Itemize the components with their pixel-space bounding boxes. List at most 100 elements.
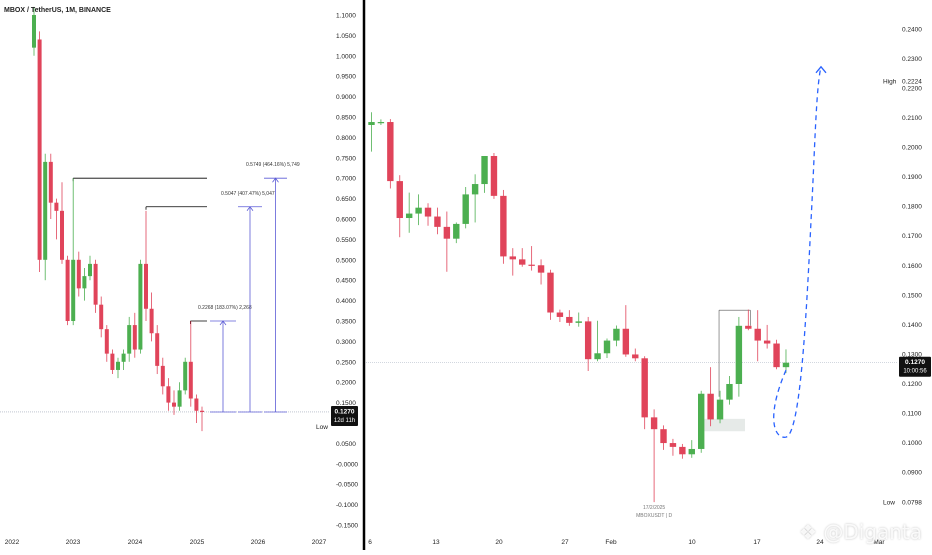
left-candle-body [166,386,171,403]
right-y-tick-label: 0.1800 [902,204,922,211]
left-y-tick-label: 1.0500 [336,33,356,40]
left-candle-body [183,361,188,391]
right-candle-body [528,264,535,266]
left-candle-body [32,15,36,48]
right-candle-body [471,184,479,195]
left-candle-body [177,390,182,407]
right-candle-body [368,122,375,125]
measure-arrow-head [219,320,227,326]
measure-arrow-head [246,206,254,211]
right-y-tick-label: 0.0900 [902,470,922,477]
right-high-label: High [883,78,897,85]
right-y-tick-label: 0.2400 [902,27,922,34]
left-y-tick-label: 0.8000 [336,135,356,142]
left-y-tick-label: 0.0500 [336,441,356,448]
right-candle-body [735,325,743,384]
right-candle-body [396,181,403,219]
left-candle-body [76,259,81,289]
left-y-tick-label: 0.1500 [336,400,356,407]
left-candle-body [54,202,59,211]
left-y-tick-label: 1.1000 [336,13,356,20]
right-candle-body [726,383,733,400]
measure-arrow-head [272,177,279,183]
right-candle-body [632,354,639,359]
right-x-tick-label: 27 [561,539,569,546]
left-candle-body [82,276,87,289]
right-candle-body [556,312,564,317]
right-y-tick-label: 0.1700 [902,233,922,240]
right-low-value: 0.0798 [902,500,922,507]
right-symbol-label: MBOXUSDT | D [636,513,672,519]
right-candle-body [688,448,695,455]
right-candle-body [405,213,413,219]
left-y-tick-label: 0.6000 [336,217,356,224]
left-y-tick-label: 0.3000 [336,339,356,346]
left-price-tag-countdown: 12d 11h [334,418,355,424]
right-candle-body [547,272,554,313]
left-candle-body [43,161,48,260]
right-y-tick-label: 0.1600 [902,263,922,270]
right-high-value: 0.2224 [902,78,922,85]
left-price-tag-value: 0.1270 [335,408,355,415]
left-candle-body [149,308,154,334]
right-candle-body [782,362,790,368]
right-candle-body [641,358,648,418]
right-y-tick-label: 0.1300 [902,351,922,358]
right-candle-body [650,417,658,430]
left-low-label: Low [316,424,328,431]
left-y-tick-label: 0.8500 [336,115,356,122]
right-x-tick-label: Mar [873,539,885,546]
left-candle-body [127,325,132,354]
left-candle-body [48,161,53,203]
right-y-tick-label: 0.1900 [902,174,922,181]
left-candle-body [188,361,193,399]
right-daily-chart[interactable]: 0.2400 0.2300 0.2200 0.2100 0.2000 0.1900 0.18… [366,27,931,547]
right-candle-body [660,429,667,444]
left-y-tick-label: -0.1500 [336,523,358,530]
right-candle-body [387,122,394,182]
right-candle-body [763,340,771,344]
left-candle-body [155,333,160,366]
left-candle-body [172,402,176,407]
right-candle-body [603,340,611,354]
left-candle-body [132,325,137,350]
left-candle-body [144,263,148,309]
left-candle-body [60,210,64,260]
right-candle-body [669,443,677,447]
left-candle-body [116,361,120,370]
left-y-tick-label: 0.5000 [336,257,356,264]
left-candle-body [138,263,143,350]
right-candle-body [698,393,705,449]
left-y-tick-label: 0.3500 [336,319,356,326]
watermark-text: @Diganta [823,520,922,544]
right-y-tick-label: 0.1400 [902,322,922,329]
left-x-tick-label: 2027 [312,539,327,546]
demand-zone-box [704,418,745,432]
left-y-tick-label: -0.0500 [336,482,358,489]
measure-label: 0.5047 (407.47%) 5,047 [221,191,275,197]
projection-arrow-head [815,65,827,74]
right-x-tick-label: 20 [495,539,503,546]
left-monthly-chart[interactable]: 1.1000 1.0500 1.0000 0.9500 0.9000 0.8500 0.80… [0,6,358,546]
right-x-tick-label: 13 [432,539,440,546]
left-y-tick-label: 0.6500 [336,196,356,203]
left-y-tick-label: 0.2500 [336,359,356,366]
left-x-tick-label: 2023 [66,539,81,546]
right-x-tick-label: 24 [816,539,824,546]
left-candle-body [93,263,98,305]
right-candle-body [509,256,516,260]
right-candle-body [462,194,469,224]
right-candle-body [519,259,526,265]
left-y-tick-label: 0.9000 [336,94,356,101]
left-candle-body [160,365,165,387]
left-y-tick-label: -0.1000 [336,502,358,509]
left-candle-body [110,353,115,370]
left-y-tick-label: 0.7500 [336,155,356,162]
right-x-tick-label: Feb [605,539,617,546]
right-candle-body [754,328,761,341]
left-candle-body [200,410,204,412]
right-candle-body [500,195,507,257]
left-candle-body [37,39,42,260]
